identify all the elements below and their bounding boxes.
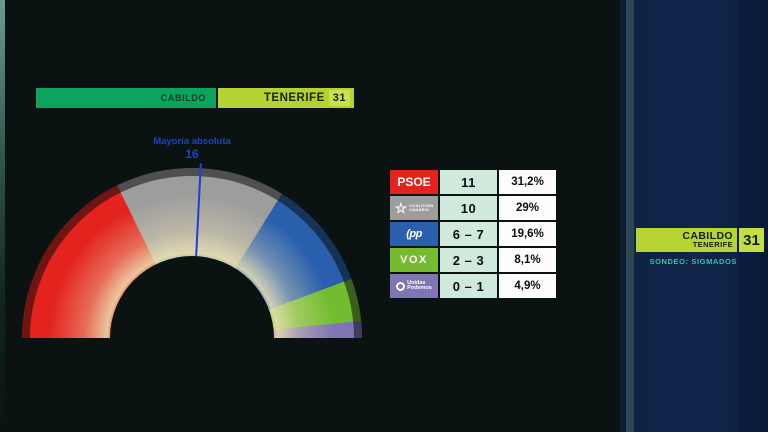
pct-up: 4,9% (499, 274, 556, 298)
poll-source-label: SONDEO: SIGMADOS (649, 257, 737, 266)
party-logo-coalicion-canaria: ☆ COALICIÓN CANARIA (390, 196, 438, 220)
up-logo: Unidas Podemos (396, 279, 432, 292)
circle-ring-icon (396, 281, 406, 291)
header-total-seats-badge: 31 (328, 90, 350, 106)
psoe-logo-text: PSOE (397, 175, 431, 189)
party-logo-pp: (pp (390, 222, 438, 246)
seats-pp: 6 – 7 (440, 222, 497, 246)
side-panel (620, 0, 768, 432)
majority-label: Mayoría absoluta (153, 136, 231, 147)
cc-logo: ☆ COALICIÓN CANARIA (394, 200, 434, 216)
side-panel-seats-badge: 31 (739, 228, 764, 252)
results-table: PSOE 11 31,2% ☆ COALICIÓN CANARIA 10 29%… (390, 170, 556, 298)
cc-logo-text: COALICIÓN CANARIA (409, 202, 434, 213)
left-edge-strip (0, 0, 5, 432)
vox-logo-text: VOX (400, 253, 428, 266)
pct-psoe: 31,2% (499, 170, 556, 194)
header-territory-segment: TENERIFE 31 (218, 88, 354, 108)
header-region-label: CABILDO (160, 93, 206, 103)
up-logo-line1: Unidas (407, 279, 426, 286)
cc-logo-line2: CANARIA (409, 207, 429, 212)
star-icon: ☆ (394, 200, 408, 216)
majority-annotation: Mayoría absoluta 16 (117, 136, 267, 162)
seats-cc: 10 (440, 196, 497, 220)
side-panel-title: CABILDO TENERIFE (636, 228, 737, 252)
seats-psoe: 11 (440, 170, 497, 194)
party-logo-unidas-podemos: Unidas Podemos (390, 274, 438, 298)
side-panel-region: CABILDO (682, 230, 733, 242)
up-logo-line2: Podemos (407, 285, 432, 291)
header-territory-label: TENERIFE (263, 92, 325, 104)
header-region-segment: CABILDO (36, 88, 216, 108)
seats-up: 0 – 1 (440, 274, 497, 298)
party-logo-vox: VOX (390, 248, 438, 272)
up-logo-text: Unidas Podemos (407, 279, 432, 292)
party-logo-psoe: PSOE (390, 170, 438, 194)
side-panel-title-bar: CABILDO TENERIFE 31 (636, 228, 764, 252)
seats-vox: 2 – 3 (440, 248, 497, 272)
pp-logo-text: (pp (406, 227, 422, 240)
cc-logo-line1: COALICIÓN (409, 202, 434, 208)
pct-vox: 8,1% (499, 248, 556, 272)
header-bar: CABILDO TENERIFE 31 (36, 88, 354, 108)
pct-pp: 19,6% (499, 222, 556, 246)
majority-value: 16 (185, 146, 199, 161)
pct-cc: 29% (499, 196, 556, 220)
gauge-center-hole (110, 256, 274, 420)
side-panel-territory: TENERIFE (692, 240, 733, 249)
